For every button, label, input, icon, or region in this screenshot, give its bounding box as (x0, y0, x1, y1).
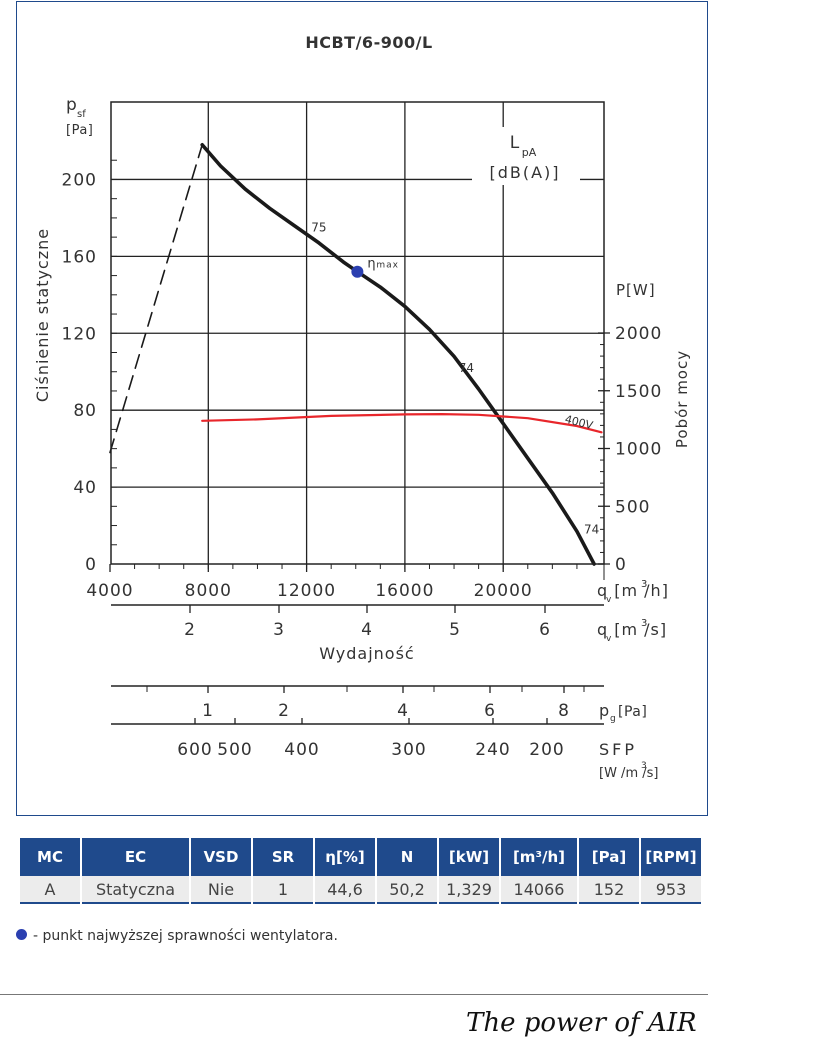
cell-eta: 44,6 (315, 876, 375, 904)
noise-value-label: 75 (311, 221, 326, 235)
cell-kw: 1,329 (439, 876, 499, 904)
footer-divider (0, 994, 708, 995)
sfp-unit: [W /m /s] (599, 766, 658, 781)
pg-tick-label: 1 (202, 701, 214, 721)
y-tick-label: 120 (62, 324, 97, 344)
x-tick-label-m3h: 8000 (185, 581, 232, 601)
cell-ec: Statyczna (82, 876, 189, 904)
x-tick-label-m3h: 4000 (86, 581, 133, 601)
specs-table: MC EC VSD SR η[%] N [kW] [m³/h] [Pa] [RP… (18, 838, 703, 904)
col-rpm-header: [RPM] (641, 838, 701, 876)
table-row: A Statyczna Nie 1 44,6 50,2 1,329 14066 … (20, 876, 701, 904)
pg-unit: p (599, 701, 610, 720)
sfp-unit-exp: 3 (641, 761, 647, 771)
noise-label-bg (472, 127, 580, 185)
x-tick-label-m3h: 12000 (277, 581, 336, 601)
col-vsd-header: VSD (191, 838, 251, 876)
x-tick-label-m3h: 20000 (474, 581, 533, 601)
sfp-tick-label: 500 (217, 740, 252, 760)
y2-tick-label: 500 (615, 497, 650, 517)
x-unit-m3s-exp: 3 (641, 618, 647, 629)
noise-value-label: 74 (584, 522, 599, 536)
sfp-tick-label: 400 (284, 740, 319, 760)
y2-tick-label: 1500 (615, 382, 662, 402)
x-tick-label-m3h: 16000 (375, 581, 434, 601)
brand-slogan: The power of AIR (466, 1008, 697, 1038)
x-unit-m3h-exp: 3 (641, 579, 647, 590)
sfp-label: SFP (599, 740, 637, 759)
cell-pa: 152 (579, 876, 639, 904)
y-tick-label: 200 (62, 170, 97, 190)
x-tick-label-m3s: 5 (449, 620, 461, 640)
col-n-header: N (377, 838, 437, 876)
y2-axis-label: Pobór mocy (673, 350, 691, 448)
x-unit-m3h-sub: v (606, 595, 612, 605)
x-unit-m3h: q [m /h] (597, 581, 669, 600)
y2-tick-label: 0 (615, 555, 627, 575)
x-tick-label-m3s: 3 (273, 620, 285, 640)
y2-axis-unit: P[W] (616, 281, 656, 299)
y-tick-label: 80 (73, 401, 97, 421)
chart-frame: 0 40 80 120 160 200 4000 8000 12000 16000 20000 0 50… (16, 1, 708, 816)
cell-rpm: 953 (641, 876, 701, 904)
pg-tick-label: 2 (278, 701, 290, 721)
pg-unit-sub: g (610, 714, 616, 724)
pg-tick-label: 8 (558, 701, 570, 721)
x-tick-label-m3s: 6 (539, 620, 551, 640)
eta-max-point (351, 265, 364, 278)
y-axis-subscript: sf (77, 109, 86, 120)
x-tick-label-m3s: 2 (184, 620, 196, 640)
col-m3h-header: [m³/h] (501, 838, 577, 876)
table-header-row: MC EC VSD SR η[%] N [kW] [m³/h] [Pa] [RP… (20, 838, 701, 876)
pg-tick-label: 4 (397, 701, 409, 721)
cell-sr: 1 (253, 876, 313, 904)
legend-note: - punkt najwyższej sprawności wentylator… (16, 928, 338, 944)
col-eta-header: η[%] (315, 838, 375, 876)
series-400v-label: 400V (563, 413, 594, 433)
eta-max-dot-icon (16, 929, 27, 940)
noise-label-sub: pA (522, 146, 537, 159)
cell-m3h: 14066 (501, 876, 577, 904)
y2-tick-label: 1000 (615, 440, 662, 460)
noise-unit: [dB(A)] (489, 163, 560, 182)
y-axis-unit: [Pa] (66, 123, 93, 138)
noise-label: L (510, 133, 520, 153)
x-axis-label: Wydajność (319, 644, 414, 663)
y-tick-label: 0 (85, 555, 97, 575)
col-kw-header: [kW] (439, 838, 499, 876)
legend-note-text: - punkt najwyższej sprawności wentylator… (33, 928, 338, 944)
pg-tick-label: 6 (484, 701, 496, 721)
x-unit-m3s: q [m /s] (597, 620, 667, 639)
cell-vsd: Nie (191, 876, 251, 904)
x-unit-m3s-sub: v (606, 634, 612, 644)
y-axis-label: Ciśnienie statyczne (33, 228, 52, 402)
cell-n: 50,2 (377, 876, 437, 904)
eta-max-label: η (367, 257, 375, 272)
y-axis-symbol: p (66, 95, 78, 115)
sfp-tick-label: 200 (529, 740, 564, 760)
pg-unit-tail: [Pa] (618, 704, 647, 720)
y2-tick-label: 2000 (615, 324, 662, 344)
col-sr-header: SR (253, 838, 313, 876)
y-tick-label: 160 (62, 247, 97, 267)
series-pressure (200, 143, 596, 566)
col-ec-header: EC (82, 838, 189, 876)
col-pa-header: [Pa] (579, 838, 639, 876)
col-mc-header: MC (20, 838, 80, 876)
y-tick-label: 40 (73, 478, 97, 498)
series-400V (201, 413, 603, 434)
series-stall (109, 144, 203, 454)
cell-mc: A (20, 876, 80, 904)
sfp-tick-label: 300 (391, 740, 426, 760)
eta-max-sub: max (376, 261, 399, 271)
noise-value-label: 74 (459, 361, 474, 375)
sfp-tick-label: 600 (177, 740, 212, 760)
sfp-tick-label: 240 (475, 740, 510, 760)
x-tick-label-m3s: 4 (361, 620, 373, 640)
chart-title: HCBT/6-900/L (305, 33, 432, 52)
